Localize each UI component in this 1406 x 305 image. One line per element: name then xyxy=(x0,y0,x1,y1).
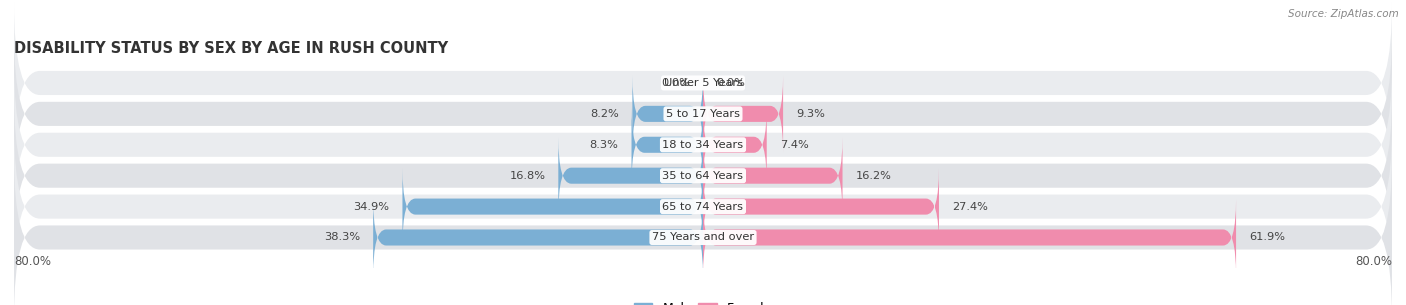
FancyBboxPatch shape xyxy=(14,2,1392,163)
Text: 0.0%: 0.0% xyxy=(716,78,745,88)
Legend: Male, Female: Male, Female xyxy=(628,297,778,305)
FancyBboxPatch shape xyxy=(14,126,1392,287)
Text: 0.0%: 0.0% xyxy=(661,78,690,88)
FancyBboxPatch shape xyxy=(631,106,703,183)
FancyBboxPatch shape xyxy=(703,76,783,152)
Text: Source: ZipAtlas.com: Source: ZipAtlas.com xyxy=(1288,9,1399,19)
Text: 80.0%: 80.0% xyxy=(14,255,51,268)
Text: 9.3%: 9.3% xyxy=(796,109,825,119)
Text: 5 to 17 Years: 5 to 17 Years xyxy=(666,109,740,119)
Text: 34.9%: 34.9% xyxy=(353,202,389,212)
Text: 7.4%: 7.4% xyxy=(780,140,808,150)
FancyBboxPatch shape xyxy=(703,137,842,214)
Text: 80.0%: 80.0% xyxy=(1355,255,1392,268)
FancyBboxPatch shape xyxy=(373,199,703,276)
FancyBboxPatch shape xyxy=(14,33,1392,195)
FancyBboxPatch shape xyxy=(14,157,1392,305)
Text: 61.9%: 61.9% xyxy=(1249,232,1285,242)
Text: DISABILITY STATUS BY SEX BY AGE IN RUSH COUNTY: DISABILITY STATUS BY SEX BY AGE IN RUSH … xyxy=(14,41,449,56)
FancyBboxPatch shape xyxy=(14,64,1392,225)
Text: 8.2%: 8.2% xyxy=(591,109,620,119)
Text: 16.2%: 16.2% xyxy=(855,171,891,181)
FancyBboxPatch shape xyxy=(703,106,766,183)
Text: 16.8%: 16.8% xyxy=(509,171,546,181)
FancyBboxPatch shape xyxy=(14,95,1392,256)
Text: 38.3%: 38.3% xyxy=(325,232,360,242)
FancyBboxPatch shape xyxy=(402,168,703,245)
Text: 18 to 34 Years: 18 to 34 Years xyxy=(662,140,744,150)
FancyBboxPatch shape xyxy=(633,76,703,152)
Text: 8.3%: 8.3% xyxy=(589,140,619,150)
FancyBboxPatch shape xyxy=(558,137,703,214)
FancyBboxPatch shape xyxy=(703,199,1236,276)
Text: 65 to 74 Years: 65 to 74 Years xyxy=(662,202,744,212)
Text: 75 Years and over: 75 Years and over xyxy=(652,232,754,242)
Text: 35 to 64 Years: 35 to 64 Years xyxy=(662,171,744,181)
FancyBboxPatch shape xyxy=(703,168,939,245)
Text: 27.4%: 27.4% xyxy=(952,202,988,212)
Text: Under 5 Years: Under 5 Years xyxy=(664,78,742,88)
